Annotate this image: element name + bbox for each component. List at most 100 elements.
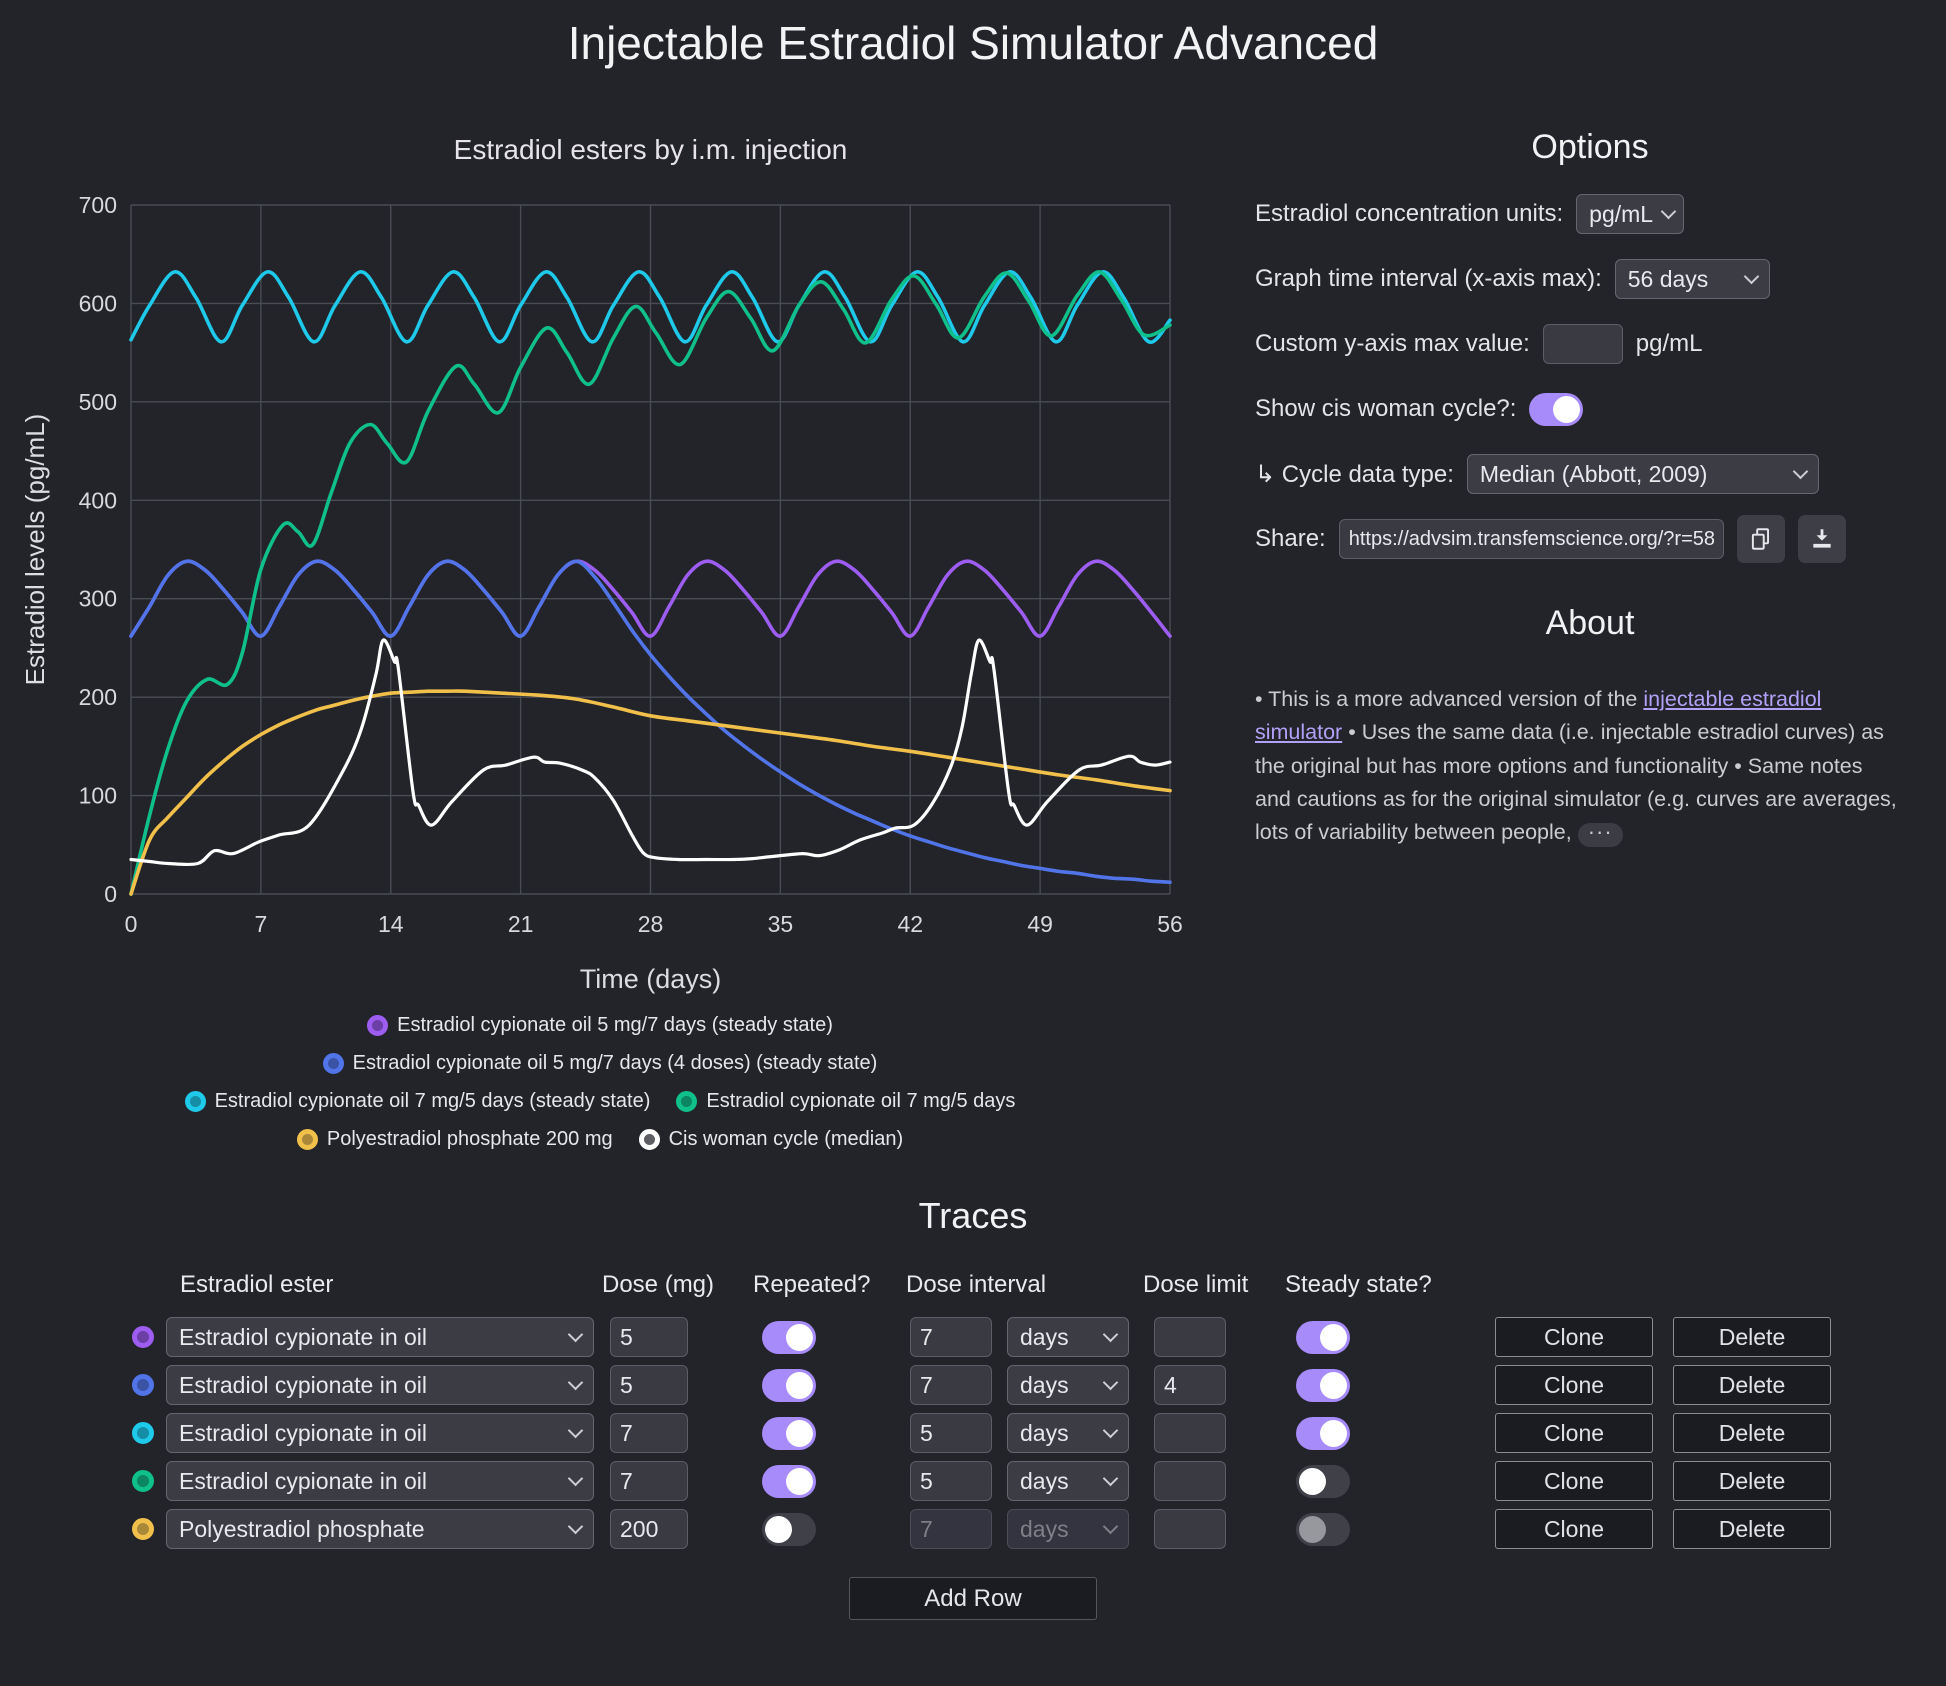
ester-select[interactable]: Estradiol cypionate in oil — [166, 1413, 594, 1453]
legend-item[interactable]: Estradiol cypionate oil 7 mg/5 days (ste… — [184, 1089, 651, 1113]
repeated-toggle[interactable] — [762, 1416, 816, 1450]
ester-select[interactable]: Estradiol cypionate in oil — [166, 1317, 594, 1357]
clone-button[interactable]: Clone — [1495, 1317, 1653, 1357]
dose-interval-input[interactable] — [910, 1509, 992, 1549]
chart-title: Estradiol esters by i.m. injection — [453, 134, 848, 165]
legend-item[interactable]: Polyestradiol phosphate 200 mg — [296, 1128, 613, 1151]
units-label: Estradiol concentration units: — [1255, 200, 1564, 227]
download-button[interactable] — [1797, 515, 1846, 563]
dose-limit-input[interactable] — [1154, 1365, 1226, 1405]
steady-state-toggle[interactable] — [1296, 1512, 1350, 1546]
time-interval-label: Graph time interval (x-axis max): — [1255, 265, 1602, 292]
add-row-button[interactable]: Add Row — [849, 1577, 1097, 1620]
ester-select-value: Polyestradiol phosphate — [179, 1515, 425, 1542]
steady-state-toggle[interactable] — [1296, 1416, 1350, 1450]
time-interval-select[interactable]: 56 days — [1614, 259, 1770, 299]
dose-limit-input[interactable] — [1154, 1461, 1226, 1501]
legend-marker-icon — [184, 1090, 206, 1112]
legend-marker-icon — [296, 1128, 318, 1150]
traces-heading: Traces — [918, 1195, 1028, 1236]
units-select[interactable]: pg/mL — [1576, 194, 1685, 234]
repeated-toggle[interactable] — [762, 1368, 816, 1402]
svg-text:500: 500 — [79, 389, 117, 415]
share-url-input[interactable] — [1338, 519, 1724, 559]
delete-button[interactable]: Delete — [1673, 1365, 1831, 1405]
dose-input[interactable] — [610, 1509, 688, 1549]
header-dose: Dose (mg) — [602, 1271, 715, 1298]
delete-button[interactable]: Delete — [1673, 1317, 1831, 1357]
repeated-toggle[interactable] — [762, 1320, 816, 1354]
dose-limit-input[interactable] — [1154, 1317, 1226, 1357]
dose-input[interactable] — [610, 1413, 688, 1453]
ester-select[interactable]: Polyestradiol phosphate — [166, 1509, 594, 1549]
time-interval-select-value: 56 days — [1627, 265, 1709, 292]
trace-color-dot — [132, 1326, 154, 1348]
chevron-down-icon — [567, 1374, 584, 1391]
header-dose-limit: Dose limit — [1143, 1271, 1249, 1298]
clone-button[interactable]: Clone — [1495, 1365, 1653, 1405]
steady-state-toggle[interactable] — [1296, 1368, 1350, 1402]
dose-interval-unit-select[interactable]: days — [1007, 1461, 1129, 1501]
dose-interval-unit-select[interactable]: days — [1007, 1365, 1129, 1405]
copy-link-button[interactable] — [1736, 515, 1785, 563]
chevron-down-icon — [1102, 1518, 1119, 1535]
dose-interval-input[interactable] — [910, 1413, 992, 1453]
legend-marker-icon — [322, 1052, 344, 1074]
show-cycle-label: Show cis woman cycle?: — [1255, 395, 1517, 422]
dose-interval-unit-select[interactable]: days — [1007, 1509, 1129, 1549]
dose-limit-input[interactable] — [1154, 1413, 1226, 1453]
ymax-input[interactable] — [1542, 324, 1623, 364]
expand-ellipsis-button[interactable]: ··· — [1577, 821, 1623, 848]
about-text-part: • This is a more advanced version of the — [1255, 687, 1644, 711]
svg-text:14: 14 — [378, 911, 404, 937]
delete-button[interactable]: Delete — [1673, 1509, 1831, 1549]
legend-item[interactable]: Cis woman cycle (median) — [638, 1128, 903, 1151]
delete-button[interactable]: Delete — [1673, 1413, 1831, 1453]
svg-text:49: 49 — [1027, 911, 1053, 937]
trace-row: Estradiol cypionate in oil days Clone De… — [130, 1317, 1846, 1357]
chevron-down-icon — [1743, 268, 1760, 285]
trace-row: Estradiol cypionate in oil days Clone De… — [130, 1365, 1846, 1405]
legend-label: Estradiol cypionate oil 7 mg/5 days (ste… — [214, 1089, 651, 1112]
repeated-toggle[interactable] — [762, 1464, 816, 1498]
dose-interval-unit-select[interactable]: days — [1007, 1317, 1129, 1357]
steady-state-toggle[interactable] — [1296, 1464, 1350, 1498]
delete-button[interactable]: Delete — [1673, 1461, 1831, 1501]
legend-item[interactable]: Estradiol cypionate oil 5 mg/7 days (4 d… — [322, 1052, 877, 1075]
dose-input[interactable] — [610, 1365, 688, 1405]
chevron-down-icon — [1102, 1326, 1119, 1343]
dose-interval-input[interactable] — [910, 1317, 992, 1357]
show-cycle-toggle[interactable] — [1529, 392, 1584, 426]
dose-limit-input[interactable] — [1154, 1509, 1226, 1549]
clone-button[interactable]: Clone — [1495, 1461, 1653, 1501]
repeated-toggle[interactable] — [762, 1512, 816, 1546]
traces-header-row: Estradiol ester Dose (mg) Repeated? Dose… — [130, 1271, 1846, 1305]
clone-button[interactable]: Clone — [1495, 1509, 1653, 1549]
dose-input[interactable] — [610, 1461, 688, 1501]
ester-select[interactable]: Estradiol cypionate in oil — [166, 1461, 594, 1501]
trace-color-dot — [132, 1422, 154, 1444]
cycle-type-label: ↳ Cycle data type: — [1255, 460, 1454, 488]
download-icon — [1813, 529, 1831, 548]
simulator-link[interactable]: injectable estradiol simulator — [1255, 687, 1822, 745]
dose-interval-input[interactable] — [910, 1365, 992, 1405]
trace-row: Estradiol cypionate in oil days Clone De… — [130, 1461, 1846, 1501]
ester-select[interactable]: Estradiol cypionate in oil — [166, 1365, 594, 1405]
steady-state-toggle[interactable] — [1296, 1320, 1350, 1354]
ester-select-value: Estradiol cypionate in oil — [179, 1467, 428, 1494]
chevron-down-icon — [1660, 203, 1677, 220]
units-select-value: pg/mL — [1589, 200, 1654, 227]
ester-select-value: Estradiol cypionate in oil — [179, 1323, 428, 1350]
dose-interval-input[interactable] — [910, 1461, 992, 1501]
dose-input[interactable] — [610, 1317, 688, 1357]
svg-text:300: 300 — [79, 586, 117, 612]
legend-marker-icon — [367, 1014, 389, 1036]
dose-interval-unit-select[interactable]: days — [1007, 1413, 1129, 1453]
chevron-down-icon — [1102, 1470, 1119, 1487]
header-repeated: Repeated? — [753, 1271, 871, 1298]
clone-button[interactable]: Clone — [1495, 1413, 1653, 1453]
legend-item[interactable]: Estradiol cypionate oil 5 mg/7 days (ste… — [367, 1014, 833, 1037]
legend-item[interactable]: Estradiol cypionate oil 7 mg/5 days — [676, 1090, 1015, 1113]
cycle-type-select[interactable]: Median (Abbott, 2009) — [1466, 454, 1819, 494]
svg-text:35: 35 — [768, 911, 794, 937]
